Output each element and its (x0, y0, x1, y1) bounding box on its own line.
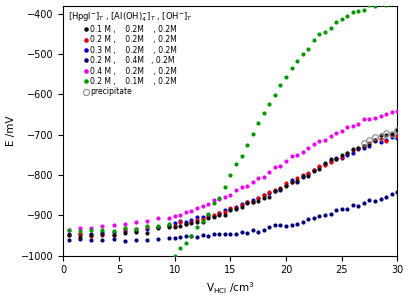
Line: 0.1 M ,    0.2M    , 0.2M: 0.1 M , 0.2M , 0.2M (67, 128, 400, 239)
precipitate (378, 135, 383, 139)
0.1 M ,    0.2M    , 0.2M (183, 222, 188, 226)
0.4 M ,    0.2M    , 0.2M (67, 228, 72, 232)
0.2 M ,    0.1M    , 0.2M (183, 242, 188, 245)
0.3 M ,    0.2M    , 0.2M (395, 136, 400, 139)
0.4 M ,    0.2M    , 0.2M (178, 214, 183, 217)
0.3 M ,    0.2M    , 0.2M (384, 139, 389, 142)
0.3 M ,    0.2M    , 0.2M (389, 135, 394, 139)
0.2 M ,    0.2M    , 0.2M (211, 214, 216, 217)
0.2 M ,    0.2M    , 0.2M (323, 163, 328, 167)
0.2 M ,    0.2M    , 0.2M (89, 234, 94, 238)
0.2 M ,    0.1M    , 0.2M (172, 254, 177, 258)
0.4 M ,    0.2M    , 0.2M (200, 204, 205, 208)
0.2 M ,    0.4M   , 0.2M (306, 217, 311, 221)
0.2 M ,    0.4M   , 0.2M (122, 239, 127, 243)
0.1 M ,    0.2M    , 0.2M (67, 233, 72, 236)
precipitate (395, 128, 400, 132)
Line: 0.2 M ,    0.2M    , 0.2M: 0.2 M , 0.2M , 0.2M (67, 133, 400, 238)
0.1 M ,    0.2M    , 0.2M (306, 174, 311, 177)
0.2 M ,    0.1M    , 0.2M (323, 30, 328, 33)
Legend: 0.1 M ,    0.2M    , 0.2M, 0.2 M ,    0.2M    , 0.2M, 0.3 M ,    0.2M    , 0.2M,: 0.1 M , 0.2M , 0.2M, 0.2 M , 0.2M , 0.2M… (67, 9, 193, 97)
0.2 M ,    0.2M    , 0.2M (384, 139, 389, 143)
0.3 M ,    0.2M    , 0.2M (306, 172, 311, 175)
0.3 M ,    0.2M    , 0.2M (183, 220, 188, 223)
0.2 M ,    0.1M    , 0.2M (211, 201, 216, 205)
precipitate (367, 139, 372, 142)
0.2 M ,    0.2M    , 0.2M (206, 214, 211, 218)
Line: 0.2 M ,    0.1M    , 0.2M: 0.2 M , 0.1M , 0.2M (67, 0, 400, 258)
Line: precipitate: precipitate (361, 127, 400, 146)
0.2 M ,    0.2M    , 0.2M (395, 134, 400, 138)
0.3 M ,    0.2M    , 0.2M (89, 232, 94, 236)
0.2 M ,    0.4M   , 0.2M (211, 232, 216, 235)
0.2 M ,    0.4M   , 0.2M (395, 190, 400, 194)
0.1 M ,    0.2M    , 0.2M (389, 132, 394, 136)
0.2 M ,    0.4M   , 0.2M (389, 192, 394, 195)
0.1 M ,    0.2M    , 0.2M (78, 235, 83, 238)
Line: 0.3 M ,    0.2M    , 0.2M: 0.3 M , 0.2M , 0.2M (67, 135, 400, 236)
0.4 M ,    0.2M    , 0.2M (389, 110, 394, 114)
0.2 M ,    0.1M    , 0.2M (395, 0, 400, 3)
0.4 M ,    0.2M    , 0.2M (395, 109, 400, 113)
0.4 M ,    0.2M    , 0.2M (300, 150, 305, 153)
0.3 M ,    0.2M    , 0.2M (323, 162, 328, 166)
0.2 M ,    0.2M    , 0.2M (67, 233, 72, 237)
0.4 M ,    0.2M    , 0.2M (206, 202, 211, 206)
0.2 M ,    0.2M    , 0.2M (306, 171, 311, 175)
0.2 M ,    0.2M    , 0.2M (183, 222, 188, 226)
0.2 M ,    0.4M   , 0.2M (323, 214, 328, 217)
0.2 M ,    0.1M    , 0.2M (67, 228, 72, 232)
0.2 M ,    0.4M   , 0.2M (206, 234, 211, 238)
X-axis label: V$_{\mathrm{HCl}}$ /cm$^3$: V$_{\mathrm{HCl}}$ /cm$^3$ (206, 281, 255, 297)
0.1 M ,    0.2M    , 0.2M (395, 128, 400, 132)
0.1 M ,    0.2M    , 0.2M (211, 215, 216, 219)
precipitate (384, 131, 389, 134)
0.3 M ,    0.2M    , 0.2M (211, 214, 216, 217)
0.2 M ,    0.1M    , 0.2M (389, 0, 394, 3)
precipitate (373, 135, 378, 139)
0.2 M ,    0.4M   , 0.2M (183, 235, 188, 238)
precipitate (362, 141, 366, 145)
0.2 M ,    0.2M    , 0.2M (389, 133, 394, 137)
0.3 M ,    0.2M    , 0.2M (67, 232, 72, 236)
0.4 M ,    0.2M    , 0.2M (317, 139, 322, 143)
0.2 M ,    0.1M    , 0.2M (306, 47, 311, 50)
0.3 M ,    0.2M    , 0.2M (206, 213, 211, 217)
0.1 M ,    0.2M    , 0.2M (206, 216, 211, 220)
0.2 M ,    0.1M    , 0.2M (206, 212, 211, 216)
Line: 0.4 M ,    0.2M    , 0.2M: 0.4 M , 0.2M , 0.2M (67, 109, 400, 232)
0.1 M ,    0.2M    , 0.2M (323, 161, 328, 165)
Y-axis label: E /mV: E /mV (6, 115, 16, 146)
Line: 0.2 M ,    0.4M   , 0.2M: 0.2 M , 0.4M , 0.2M (67, 190, 400, 243)
precipitate (389, 132, 394, 136)
0.2 M ,    0.4M   , 0.2M (67, 238, 72, 242)
